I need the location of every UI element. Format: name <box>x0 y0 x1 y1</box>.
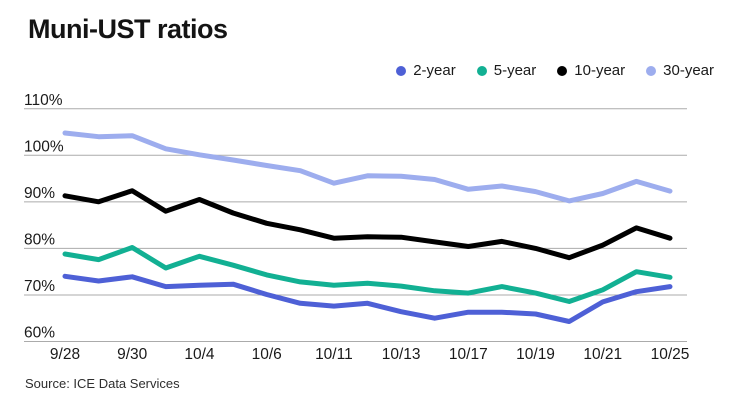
legend-label: 30-year <box>663 62 714 79</box>
legend-label: 5-year <box>493 62 537 79</box>
line-2-year <box>62 273 673 324</box>
legend-label: 10-year <box>574 62 626 79</box>
y-axis-label: 110% <box>24 92 63 109</box>
legend-label: 2-year <box>413 62 456 79</box>
x-axis-label: 10/13 <box>382 346 421 363</box>
y-axis-label: 80% <box>24 231 55 248</box>
source-note: Source: ICE Data Services <box>25 376 180 391</box>
legend-dot-10-year <box>557 65 568 76</box>
y-axis-label: 100% <box>24 138 64 155</box>
chart-title: Muni-UST ratios <box>28 14 228 44</box>
y-axis-label: 90% <box>24 185 55 202</box>
line-5-year <box>62 245 673 304</box>
y-axis-label: 60% <box>24 325 55 342</box>
line-30-year <box>62 130 673 204</box>
x-axis-label: 10/19 <box>516 346 555 363</box>
x-axis-label: 10/4 <box>184 346 215 363</box>
legend-item-5-year: 5-year <box>476 62 537 79</box>
x-axis-label: 9/28 <box>50 346 80 363</box>
legend-dot-30-year <box>646 65 657 76</box>
legend: 2-year 5-year 10-year 30-year <box>396 62 714 79</box>
legend-item-2-year: 2-year <box>396 62 456 79</box>
y-axis-label: 70% <box>24 278 55 295</box>
x-axis-label: 10/11 <box>315 346 353 363</box>
legend-item-10-year: 10-year <box>557 62 625 79</box>
x-axis-label: 10/25 <box>651 346 690 363</box>
line-10-year <box>62 188 673 261</box>
legend-dot-2-year <box>396 65 407 76</box>
x-axis-label: 10/21 <box>583 346 622 363</box>
x-axis-label: 10/6 <box>252 346 282 363</box>
x-axis-label: 9/30 <box>117 346 148 363</box>
legend-dot-5-year <box>476 65 487 76</box>
legend-item-30-year: 30-year <box>646 62 714 79</box>
x-axis-label: 10/17 <box>449 346 488 363</box>
